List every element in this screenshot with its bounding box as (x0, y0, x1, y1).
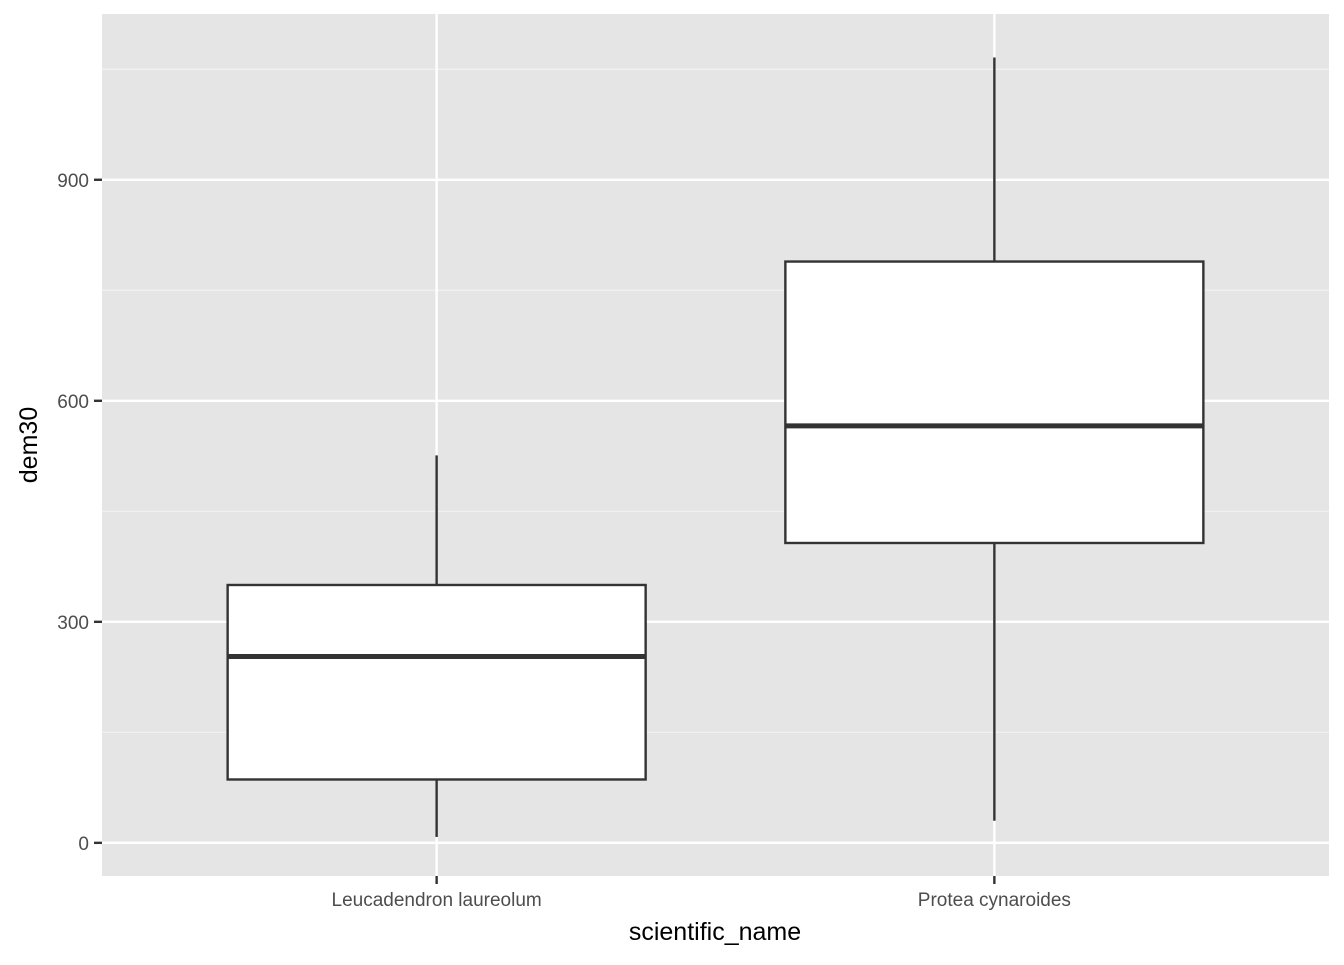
x-tick-label: Protea cynaroides (918, 890, 1071, 911)
box-iqr (784, 260, 1205, 545)
x-tick-label: Leucadendron laureolum (332, 890, 542, 911)
y-tick-label: 600 (57, 392, 89, 413)
axes: 0 300 600 900 Leucadendron laureolum Protea c… (57, 171, 1071, 911)
box-group (784, 57, 1205, 821)
y-tick-label: 900 (57, 171, 89, 192)
y-axis-title: dem30 (15, 407, 43, 483)
x-axis-title: scientific_name (629, 918, 801, 946)
boxes (226, 57, 1205, 837)
box-iqr (226, 583, 647, 781)
y-tick-label: 0 (78, 834, 89, 855)
box-group (226, 455, 647, 837)
y-tick-label: 300 (57, 613, 89, 634)
